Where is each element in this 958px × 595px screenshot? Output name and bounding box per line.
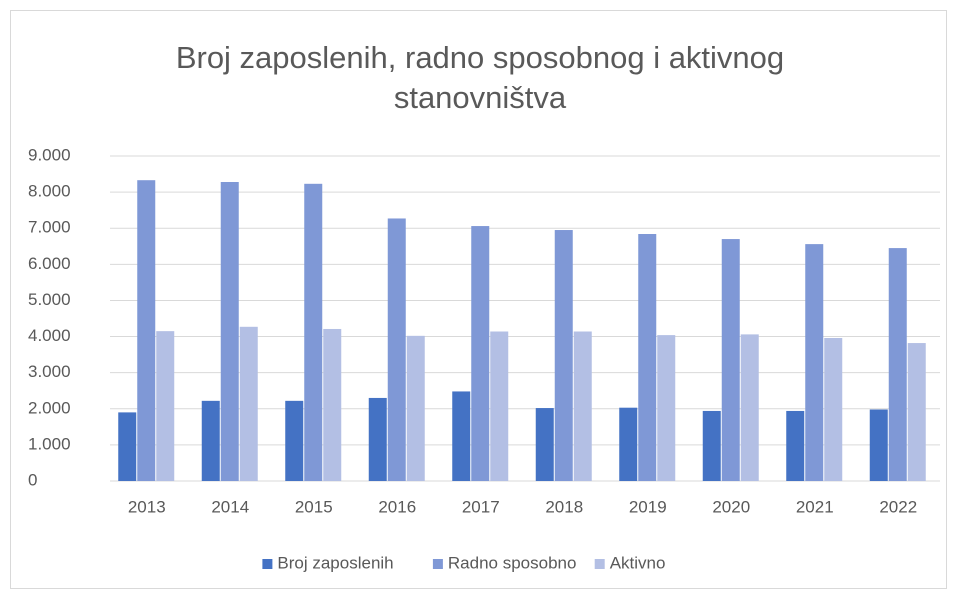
bar <box>239 326 258 481</box>
y-tick-label: 7.000 <box>28 218 71 237</box>
bar <box>323 328 342 481</box>
chart-border <box>10 10 947 589</box>
y-tick-label: 4.000 <box>28 326 71 345</box>
bar <box>824 338 843 481</box>
bar <box>907 343 926 481</box>
bar <box>535 408 554 481</box>
bar <box>118 412 137 481</box>
bar <box>805 244 824 481</box>
bar <box>869 409 888 481</box>
bar <box>638 234 657 481</box>
bar <box>702 410 721 481</box>
bar <box>471 226 490 481</box>
x-tick-label: 2013 <box>128 497 166 516</box>
x-tick-label: 2017 <box>462 497 500 516</box>
bar <box>740 334 759 481</box>
bar <box>490 331 509 481</box>
bar <box>619 407 638 481</box>
y-tick-label: 2.000 <box>28 398 71 417</box>
y-tick-label: 8.000 <box>28 182 71 201</box>
bar <box>387 218 406 481</box>
y-tick-label: 1.000 <box>28 434 71 453</box>
bar <box>786 410 805 481</box>
bar <box>573 331 592 481</box>
bar <box>452 391 471 481</box>
legend-label: Aktivno <box>610 553 666 572</box>
bar <box>888 248 907 481</box>
y-tick-label: 6.000 <box>28 254 71 273</box>
legend-swatch <box>432 559 443 569</box>
bar <box>554 230 573 481</box>
y-tick-label: 3.000 <box>28 362 71 381</box>
bar <box>368 397 387 481</box>
x-tick-label: 2016 <box>378 497 416 516</box>
bar <box>156 331 175 481</box>
bar <box>285 400 304 481</box>
x-tick-label: 2021 <box>796 497 834 516</box>
bar <box>657 335 676 481</box>
legend-swatch <box>594 559 605 569</box>
x-tick-label: 2019 <box>629 497 667 516</box>
bar <box>721 239 740 481</box>
x-tick-label: 2020 <box>712 497 750 516</box>
x-tick-label: 2022 <box>879 497 917 516</box>
bar <box>137 180 156 481</box>
x-tick-label: 2014 <box>211 497 249 516</box>
bar <box>304 183 323 482</box>
bar <box>406 335 425 481</box>
legend-label: Broj zaposlenih <box>277 553 393 572</box>
y-tick-label: 5.000 <box>28 290 71 309</box>
legend-label: Radno sposobno <box>448 553 577 572</box>
legend-swatch <box>262 559 273 569</box>
x-tick-label: 2018 <box>545 497 583 516</box>
y-tick-label: 0 <box>28 470 37 489</box>
bar <box>220 182 239 481</box>
chart-title: Broj zaposlenih, radno sposobnog i aktiv… <box>175 40 785 115</box>
bar <box>201 400 220 481</box>
x-tick-label: 2015 <box>295 497 333 516</box>
y-tick-label: 9.000 <box>28 145 71 164</box>
